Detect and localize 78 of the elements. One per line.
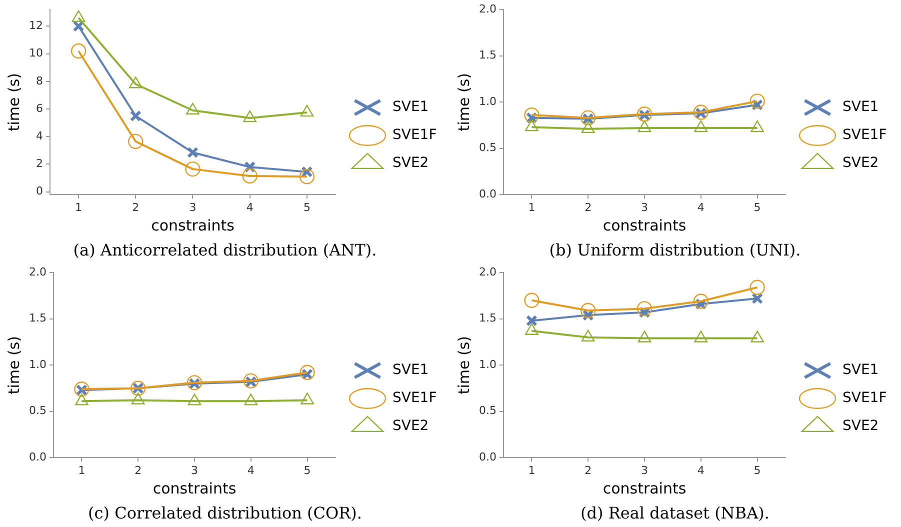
y-tick-label: 10 xyxy=(28,46,43,60)
point xyxy=(72,10,86,22)
x-tick-label: 1 xyxy=(75,201,82,214)
y-tick-label: 2.0 xyxy=(478,265,496,278)
x-axis-title: constraints xyxy=(152,480,236,498)
x-tick-label: 5 xyxy=(754,464,761,478)
point xyxy=(128,76,142,88)
x-axis-title: constraints xyxy=(151,216,235,235)
y-tick-label: 0.5 xyxy=(478,404,496,418)
legend-label: SVE1 xyxy=(392,99,429,116)
y-axis-title: time (s) xyxy=(4,73,23,132)
x-tick-label: 5 xyxy=(304,464,311,478)
y-tick-label: 1.0 xyxy=(478,358,496,371)
legend-label: SVE1F xyxy=(392,127,437,144)
y-tick-label: 2.0 xyxy=(28,265,46,278)
x-tick-label: 1 xyxy=(528,464,536,478)
y-tick-label: 2.0 xyxy=(478,2,496,16)
x-tick-label: 3 xyxy=(640,201,648,214)
x-tick-label: 5 xyxy=(303,201,310,214)
x-tick-label: 5 xyxy=(754,201,761,214)
point xyxy=(299,169,315,184)
x-tick-label: 2 xyxy=(134,464,142,478)
legend-label: SVE1 xyxy=(842,362,879,378)
legend-label: SVE2 xyxy=(842,418,879,434)
x-tick-label: 3 xyxy=(190,464,198,478)
text: (b) Uniform distribution (UNI). xyxy=(549,240,801,260)
y-tick-label: 1.5 xyxy=(478,312,496,325)
text: (d) Real dataset (NBA). xyxy=(580,504,770,523)
x-tick-label: 1 xyxy=(78,464,86,478)
y-tick-label: 1.0 xyxy=(28,358,46,371)
legend-label: SVE1 xyxy=(392,362,429,378)
point xyxy=(70,43,86,59)
x-tick-label: 3 xyxy=(640,464,648,478)
x-tick-label: 2 xyxy=(584,201,592,214)
point xyxy=(128,134,144,150)
legend-label: SVE1F xyxy=(392,390,437,406)
y-axis-title: time (s) xyxy=(454,73,473,132)
point xyxy=(300,104,314,117)
x-tick-label: 3 xyxy=(189,201,196,214)
y-axis-title: time (s) xyxy=(4,336,23,394)
x-tick-label: 4 xyxy=(697,464,704,478)
legend-label: SVE1 xyxy=(842,99,879,116)
point xyxy=(243,110,257,122)
point xyxy=(130,110,142,122)
text: (c) Correlated distribution (COR). xyxy=(88,504,362,523)
y-axis-title: time (s) xyxy=(454,336,473,394)
x-tick-label: 4 xyxy=(697,201,704,214)
x-tick-label: 4 xyxy=(247,464,254,478)
point xyxy=(242,168,258,184)
y-tick-label: 2 xyxy=(36,157,43,170)
x-tick-label: 1 xyxy=(528,201,536,214)
x-axis-title: constraints xyxy=(602,216,686,235)
y-tick-label: 1.5 xyxy=(478,48,496,62)
y-tick-label: 1.0 xyxy=(478,94,496,108)
y-tick-label: 0.0 xyxy=(478,187,496,200)
point xyxy=(186,102,200,114)
x-axis-title: constraints xyxy=(602,480,686,498)
point xyxy=(185,161,200,177)
y-tick-label: 1.5 xyxy=(28,312,46,325)
y-tick-label: 0.5 xyxy=(478,141,496,154)
y-tick-label: 12 xyxy=(28,19,43,32)
point xyxy=(187,146,198,158)
legend-label: SVE1F xyxy=(842,127,887,144)
x-tick-label: 2 xyxy=(584,464,592,478)
legend-label: SVE2 xyxy=(392,155,429,172)
y-tick-label: 8 xyxy=(36,74,43,88)
legend-label: SVE1F xyxy=(842,390,887,406)
legend-label: SVE2 xyxy=(392,418,429,434)
legend-label: SVE2 xyxy=(842,155,879,172)
y-tick-label: 0 xyxy=(36,184,43,198)
x-tick-label: 4 xyxy=(246,201,254,214)
y-tick-label: 4 xyxy=(36,129,43,142)
x-tick-label: 2 xyxy=(132,201,140,214)
y-tick-label: 0.5 xyxy=(28,404,46,418)
y-tick-label: 6 xyxy=(36,102,43,115)
y-tick-label: 0.0 xyxy=(28,450,46,464)
y-tick-label: 0.0 xyxy=(478,450,496,464)
text: (a) Anticorrelated distribution (ANT). xyxy=(73,240,377,260)
